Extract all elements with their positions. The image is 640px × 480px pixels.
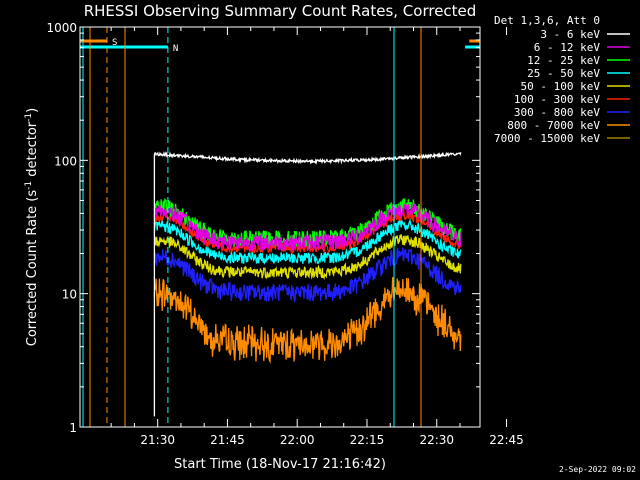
x-tick-label: 22:30 [419, 433, 454, 447]
y-axis-label-part1: Corrected Count Rate (s [25, 190, 40, 347]
x-tick-label: 21:30 [140, 433, 175, 447]
x-axis-label: Start Time (18-Nov-17 21:16:42) [174, 457, 386, 472]
chart-title: RHESSI Observing Summary Count Rates, Co… [84, 2, 477, 20]
y-tick-label: 100 [54, 154, 77, 168]
y-axis-label-part3: ) [25, 108, 40, 113]
footer-date: 2-Sep-2022 09:02 [559, 465, 636, 474]
x-tick-label: 22:45 [489, 433, 524, 447]
series-layer [153, 151, 462, 417]
y-axis-label-sup2: -1 [24, 113, 34, 122]
legend-entry-label: 6 - 12 keV [534, 41, 601, 54]
y-axis-label-part2: detector [25, 121, 40, 181]
legend-title: Det 1,3,6, Att 0 [494, 14, 600, 27]
x-tick-label: 22:15 [350, 433, 385, 447]
series-line [153, 234, 462, 281]
series-line [153, 202, 462, 252]
series-line [153, 277, 462, 365]
plot-frame [79, 26, 481, 428]
series-line [153, 247, 462, 303]
y-axis-label-sup1: -1 [24, 181, 34, 190]
axis-layer: 1 10 100 1000 21:30 21:45 22:00 22:15 22:30 22:45 [46, 21, 523, 447]
legend-entry-label: 300 - 800 keV [514, 106, 600, 119]
legend-entry-label: 12 - 25 keV [527, 54, 600, 67]
legend-entry-label: 7000 - 15000 keV [494, 132, 600, 145]
y-axis-label: Corrected Count Rate (s-1 detector-1) [24, 108, 40, 346]
y-tick-label: 1 [69, 421, 77, 435]
x-tick-label: 21:45 [210, 433, 245, 447]
legend-entry-label: 25 - 50 keV [527, 67, 600, 80]
legend-entry-label: 3 - 6 keV [540, 28, 600, 41]
legend-entry-label: 800 - 7000 keV [507, 119, 600, 132]
y-tick-label: 1000 [46, 21, 77, 35]
series-line [153, 217, 462, 265]
y-tick-label: 10 [62, 288, 77, 302]
legend-entry-label: 50 - 100 keV [521, 80, 601, 93]
legend-entry-label: 100 - 300 keV [514, 93, 600, 106]
x-tick-label: 22:00 [280, 433, 315, 447]
marker-label: N [173, 44, 178, 54]
marker-label: S [112, 38, 117, 48]
series-line [153, 151, 462, 417]
